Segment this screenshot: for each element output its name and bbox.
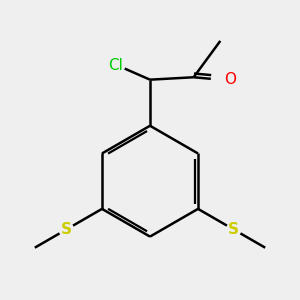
Text: Cl: Cl — [109, 58, 124, 73]
Text: O: O — [224, 72, 236, 87]
Text: S: S — [228, 222, 239, 237]
Text: S: S — [61, 222, 72, 237]
